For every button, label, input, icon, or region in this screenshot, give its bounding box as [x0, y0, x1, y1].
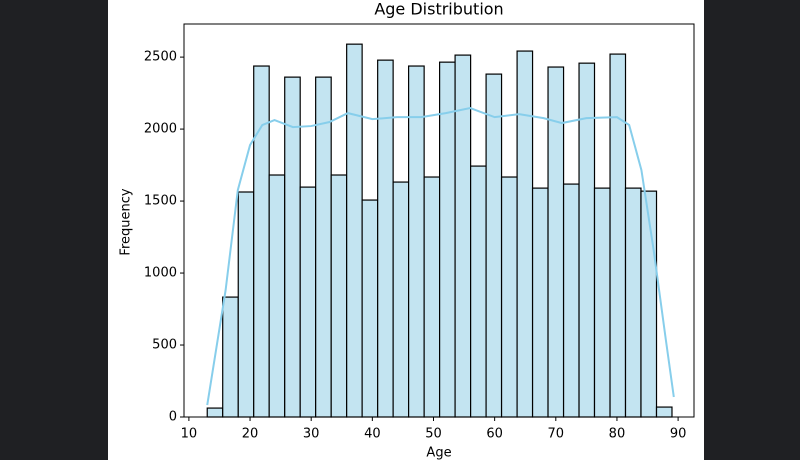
y-axis-label: Frequency	[119, 188, 134, 255]
bar	[609, 53, 627, 418]
bar	[470, 165, 487, 418]
bar	[361, 199, 379, 418]
bar	[330, 174, 348, 418]
bar	[593, 187, 611, 418]
y-tick-label: 2500	[144, 50, 177, 65]
bar	[315, 76, 332, 418]
bar	[253, 65, 270, 418]
y-tick-label: 1000	[144, 266, 177, 281]
bar	[299, 186, 317, 418]
bar	[516, 50, 534, 418]
bar	[500, 176, 518, 418]
bar	[284, 76, 301, 418]
plot-frame	[183, 23, 695, 418]
bar	[377, 59, 394, 418]
x-tick-label: 30	[303, 427, 320, 442]
x-tick-label: 60	[486, 427, 503, 442]
bar	[222, 296, 239, 418]
bar	[655, 406, 673, 418]
bar	[392, 181, 410, 418]
bar	[439, 61, 456, 418]
bar	[624, 187, 642, 418]
bar	[531, 187, 549, 418]
x-tick-label: 10	[181, 427, 198, 442]
x-tick-label: 50	[425, 427, 442, 442]
bar	[206, 407, 224, 418]
chart-title: Age Distribution	[374, 0, 503, 19]
bar	[346, 43, 363, 418]
bar	[237, 191, 255, 418]
bar	[268, 174, 286, 418]
y-tick-label: 0	[169, 410, 177, 425]
bar	[562, 183, 580, 418]
x-tick-label: 20	[242, 427, 259, 442]
x-tick-label: 70	[548, 427, 565, 442]
bar	[423, 176, 441, 418]
x-axis-label: Age	[426, 446, 451, 460]
x-tick-label: 80	[609, 427, 626, 442]
x-tick-label: 90	[670, 427, 687, 442]
y-tick-label: 500	[152, 338, 177, 353]
x-tick-label: 40	[364, 427, 381, 442]
y-tick-label: 2000	[144, 122, 177, 137]
y-tick-label: 1500	[144, 194, 177, 209]
bar	[578, 62, 596, 418]
bar	[640, 190, 658, 418]
kde-line	[206, 107, 675, 406]
bar	[485, 73, 503, 418]
bar	[408, 65, 425, 418]
